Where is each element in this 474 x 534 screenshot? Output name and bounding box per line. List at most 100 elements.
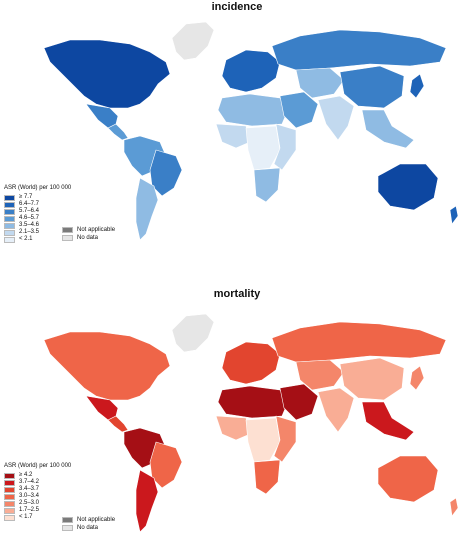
region-central-america — [107, 415, 129, 433]
region-middle-east — [279, 91, 319, 129]
legend-item: 3.0–3.4 — [4, 493, 71, 500]
legend-item: ≥ 4.2 — [4, 472, 71, 479]
legend-not-applicable: Not applicable — [62, 226, 115, 234]
legend-swatch — [4, 493, 15, 500]
legend-swatch — [4, 201, 15, 208]
incidence-map-panel: incidence — [4, 1, 459, 243]
region-europe — [221, 49, 281, 93]
legend-label: 5.7–6.4 — [19, 208, 40, 214]
region-greenland — [171, 313, 215, 353]
legend-label: 2.5–3.0 — [19, 500, 40, 506]
region-south-asia — [317, 95, 355, 141]
legend-extra: Not applicable No data — [62, 226, 115, 242]
region-central-africa — [245, 417, 281, 463]
legend-no-data: No data — [62, 524, 115, 532]
legend-item: 6.4–7.7 — [4, 201, 71, 208]
legend-extra: Not applicable No data — [62, 516, 115, 532]
region-east-africa — [273, 415, 297, 463]
legend-title: ASR (World) per 100 000 — [4, 185, 72, 191]
world-map — [43, 313, 459, 533]
region-russia — [271, 321, 447, 363]
legend-item: < 2.1 — [4, 236, 71, 243]
region-south-america-east — [149, 149, 183, 197]
region-central-america — [107, 123, 129, 141]
legend-swatch — [4, 486, 15, 493]
region-central-africa — [245, 125, 281, 171]
region-southern-africa — [253, 459, 281, 495]
legend-label: ≥ 4.2 — [19, 472, 33, 478]
swatch-no-data — [62, 235, 73, 241]
region-australia — [377, 163, 439, 211]
region-south-america-south — [135, 177, 159, 241]
region-new-zealand — [449, 497, 459, 517]
legend: ASR (World) per 100 000 ≥ 7.7 6.4–7.7 5.7–… — [4, 185, 71, 243]
legend: ASR (World) per 100 000 ≥ 4.2 3.7–4.2 3.4–… — [4, 463, 71, 521]
legend-item: 2.5–3.0 — [4, 500, 71, 507]
legend-title: ASR (World) per 100 000 — [4, 463, 72, 469]
legend-label: Not applicable — [77, 227, 116, 233]
world-map — [43, 21, 459, 241]
region-south-asia — [317, 387, 355, 433]
legend-swatch — [4, 222, 15, 229]
region-russia — [271, 29, 447, 71]
legend-label: No data — [77, 525, 99, 531]
legend-swatch — [4, 507, 15, 514]
legend-swatch — [4, 236, 15, 243]
legend-item: < 1.7 — [4, 514, 71, 521]
region-new-zealand — [449, 205, 459, 225]
map-title: mortality — [213, 288, 261, 300]
legend-swatch — [4, 500, 15, 507]
region-north-africa — [217, 385, 289, 419]
legend-item: 3.5–4.6 — [4, 222, 71, 229]
legend-swatch — [4, 229, 15, 236]
region-north-america — [43, 39, 171, 109]
region-west-africa — [215, 123, 251, 149]
legend-label: 3.7–4.2 — [19, 479, 40, 485]
region-southeast-asia — [361, 401, 415, 441]
map-title: incidence — [211, 1, 263, 13]
region-greenland — [171, 21, 215, 61]
legend-item: ≥ 7.7 — [4, 194, 71, 201]
region-southeast-asia — [361, 109, 415, 149]
legend-swatch — [4, 479, 15, 486]
swatch-not-applicable — [62, 517, 73, 523]
legend-label: < 1.7 — [19, 514, 33, 520]
legend-swatch — [4, 194, 15, 201]
swatch-not-applicable — [62, 227, 73, 233]
legend-label: 2.1–3.5 — [19, 229, 40, 235]
region-japan — [409, 73, 425, 99]
region-china — [339, 65, 405, 109]
legend-swatch — [4, 472, 15, 479]
legend-no-data: No data — [62, 234, 115, 242]
mortality-map-panel: mortality ASR (World) — [0, 267, 474, 534]
legend-item: 3.7–4.2 — [4, 479, 71, 486]
region-central-asia — [295, 67, 345, 99]
region-south-america-east — [149, 441, 183, 489]
legend-label: 1.7–2.5 — [19, 507, 40, 513]
region-north-africa — [217, 93, 289, 127]
legend-label: No data — [77, 235, 99, 241]
legend-not-applicable: Not applicable — [62, 516, 115, 524]
legend-label: ≥ 7.7 — [19, 194, 33, 200]
legend-label: 4.6–5.7 — [19, 215, 40, 221]
swatch-no-data — [62, 525, 73, 531]
legend-item: 5.7–6.4 — [4, 208, 71, 215]
legend-swatch — [4, 514, 15, 521]
legend-label: 3.0–3.4 — [19, 493, 40, 499]
legend-item: 3.4–3.7 — [4, 486, 71, 493]
legend-item: 1.7–2.5 — [4, 507, 71, 514]
region-north-america — [43, 331, 171, 401]
region-southern-africa — [253, 167, 281, 203]
legend-item: 4.6–5.7 — [4, 215, 71, 222]
region-europe — [221, 341, 281, 385]
legend-label: 3.4–3.7 — [19, 486, 40, 492]
region-middle-east — [279, 383, 319, 421]
legend-classes: ≥ 4.2 3.7–4.2 3.4–3.7 3.0–3.4 2.5–3.0 1.7–2.5… — [4, 472, 71, 521]
region-china — [339, 357, 405, 401]
region-south-america-south — [135, 469, 159, 533]
legend-swatch — [4, 215, 15, 222]
region-west-africa — [215, 415, 251, 441]
legend-item: 2.1–3.5 — [4, 229, 71, 236]
legend-swatch — [4, 208, 15, 215]
legend-label: 3.5–4.6 — [19, 222, 40, 228]
